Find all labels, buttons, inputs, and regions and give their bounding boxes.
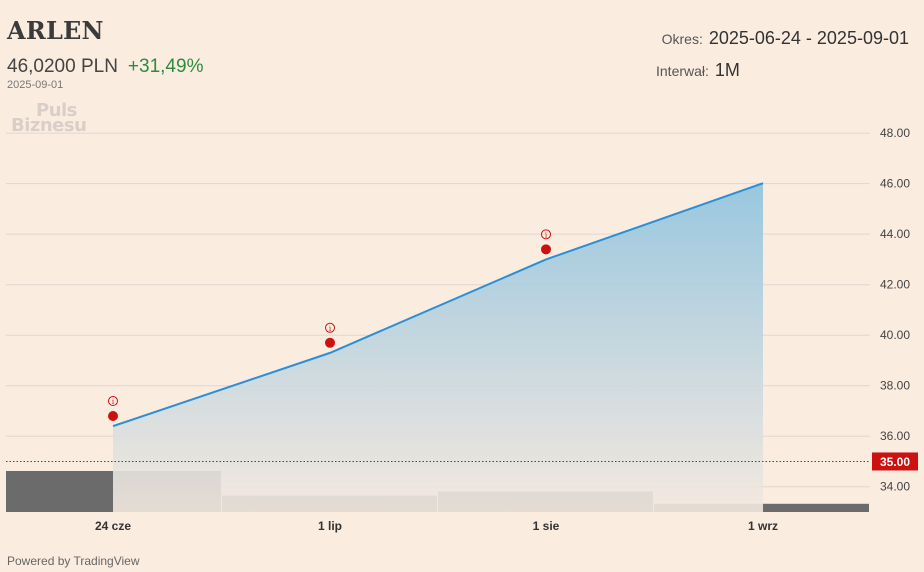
y-tick-label: 34.00 [880,480,910,494]
y-tick-label: 44.00 [880,227,910,241]
price-area [113,183,763,512]
info-icon[interactable] [541,229,551,240]
y-tick-label: 48.00 [880,126,910,140]
x-tick-label: 24 cze [95,519,131,533]
event-marker[interactable] [325,337,335,348]
ticker-title: ARLEN [7,16,104,45]
price-line[interactable] [112,182,764,428]
x-tick-label: 1 lip [318,519,342,533]
y-tick-label: 36.00 [880,429,910,443]
info-icon[interactable] [108,396,118,407]
event-marker[interactable] [108,411,118,422]
logo-line-2: Biznesu [11,115,87,136]
price-change: +31,49% [127,56,204,77]
price-row: 46,0200 PLN +31,49% [7,56,203,78]
y-tick-label: 38.00 [880,379,910,393]
period-value[interactable]: 2025-06-24 - 2025-09-01 [708,28,909,48]
powered-by[interactable]: Powered by TradingView [7,554,140,568]
interval-value[interactable]: 1M [714,60,740,80]
x-tick-label: 1 wrz [748,519,778,533]
interval-label: Interwał: [656,63,709,79]
x-tick-label: 1 sie [533,519,560,533]
interval-row: Interwał: 1M [656,60,740,81]
period-label: Okres: [661,31,703,47]
y-tick-label: 40.00 [880,328,910,342]
info-icon[interactable] [325,322,335,333]
info-icon-glyph: i [329,325,332,333]
logo-line-1: Puls [36,100,77,121]
y-tick-label: 46.00 [880,177,910,191]
reference-label: 35.00 [880,455,910,469]
period-row: Okres: 2025-06-24 - 2025-09-01 [662,28,909,49]
y-tick-label: 42.00 [880,278,910,292]
price-date: 2025-09-01 [7,79,64,91]
info-icon-glyph: i [545,231,548,239]
info-icon-glyph: i [112,398,115,406]
puls-biznesu-logo: Puls Biznesu [11,100,87,136]
event-marker[interactable] [541,244,551,255]
last-price: 46,0200 PLN [7,56,118,77]
reference-label-bg [872,452,918,471]
